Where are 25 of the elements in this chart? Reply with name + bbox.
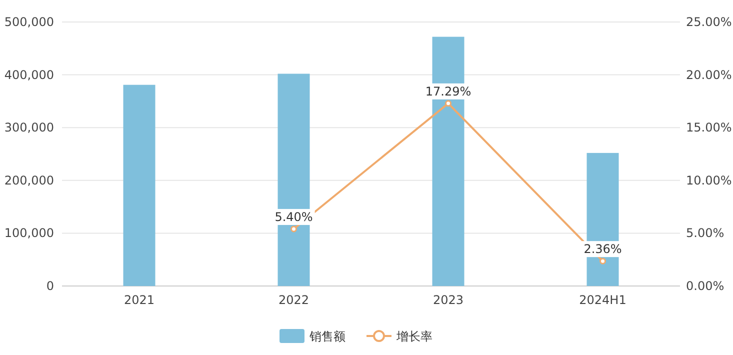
y2-tick-label: 25.00% (686, 15, 732, 29)
y2-tick-label: 20.00% (686, 68, 732, 82)
y-tick-label: 300,000 (4, 120, 54, 135)
x-tick-label: 2024H1 (579, 293, 626, 307)
y-tick-label: 100,000 (4, 226, 54, 240)
point (290, 226, 297, 232)
y2-tick-label: 5.00% (686, 226, 724, 240)
y-tick-label: 500,000 (4, 15, 54, 29)
y-tick-label: 0 (46, 279, 54, 293)
y2-tick-label: 15.00% (686, 120, 732, 135)
x-tick-label: 2022 (278, 293, 310, 307)
legend-label: 销售额 (308, 330, 346, 344)
data-label: 2.36% (584, 242, 622, 256)
x-tick-label: 2023 (432, 293, 464, 307)
data-label: 5.40% (274, 210, 313, 224)
x-tick-label: 2021 (124, 293, 155, 307)
bar (123, 84, 156, 286)
y-tick-label: 200,000 (4, 173, 54, 188)
legend-label: 增长率 (396, 330, 432, 344)
y2-tick-label: 0.00% (686, 279, 724, 293)
point (445, 100, 452, 107)
data-label: 17.29% (425, 84, 472, 98)
y2-tick-label: 10.00% (686, 173, 732, 188)
y-tick-label: 400,000 (4, 68, 54, 82)
point (600, 258, 606, 264)
